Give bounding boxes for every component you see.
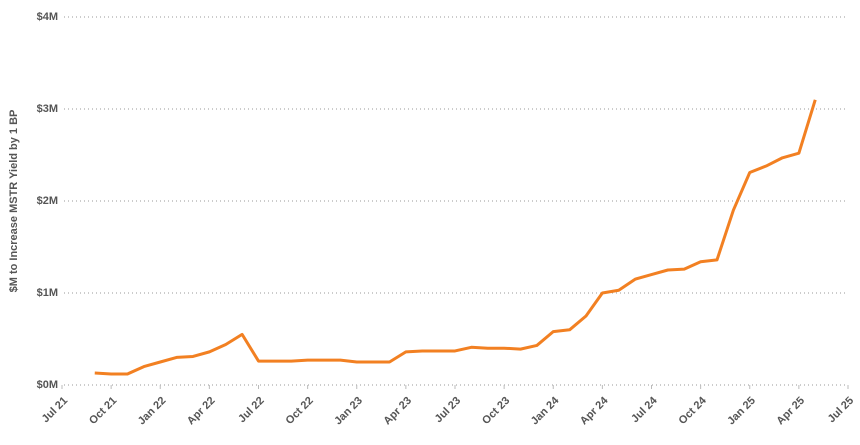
x-tick-label: Apr 25 [774,395,807,428]
x-tick-label: Jan 23 [332,395,365,428]
x-tick-label: Jul 21 [40,395,71,426]
x-tick-label: Jul 23 [433,395,464,426]
y-tick-label: $0M [37,379,58,391]
x-tick-label: Jul 25 [826,395,857,426]
x-tick-label: Oct 24 [677,394,710,427]
x-tick-label: Jul 24 [629,394,660,425]
y-tick-label: $4M [37,11,58,23]
x-tick-label: Apr 22 [185,395,218,428]
x-tick-label: Jan 25 [725,395,758,428]
line-series [94,99,817,376]
x-tick-label: Oct 23 [480,395,512,427]
x-tick-label: Oct 22 [284,395,316,427]
x-tick-label: Apr 23 [381,395,414,428]
y-axis-label: $M to Increase MSTR Yield by 1 BP [8,110,20,293]
x-tick-label: Jan 22 [136,395,169,428]
x-tick-label: Jan 24 [529,394,562,427]
x-tick-label: Apr 24 [578,394,611,427]
y-tick-label: $3M [37,103,58,115]
y-tick-label: $1M [37,287,58,299]
x-tick-label: Jul 22 [236,395,267,426]
x-tick-label: Oct 21 [87,395,119,427]
y-tick-label: $2M [37,195,58,207]
